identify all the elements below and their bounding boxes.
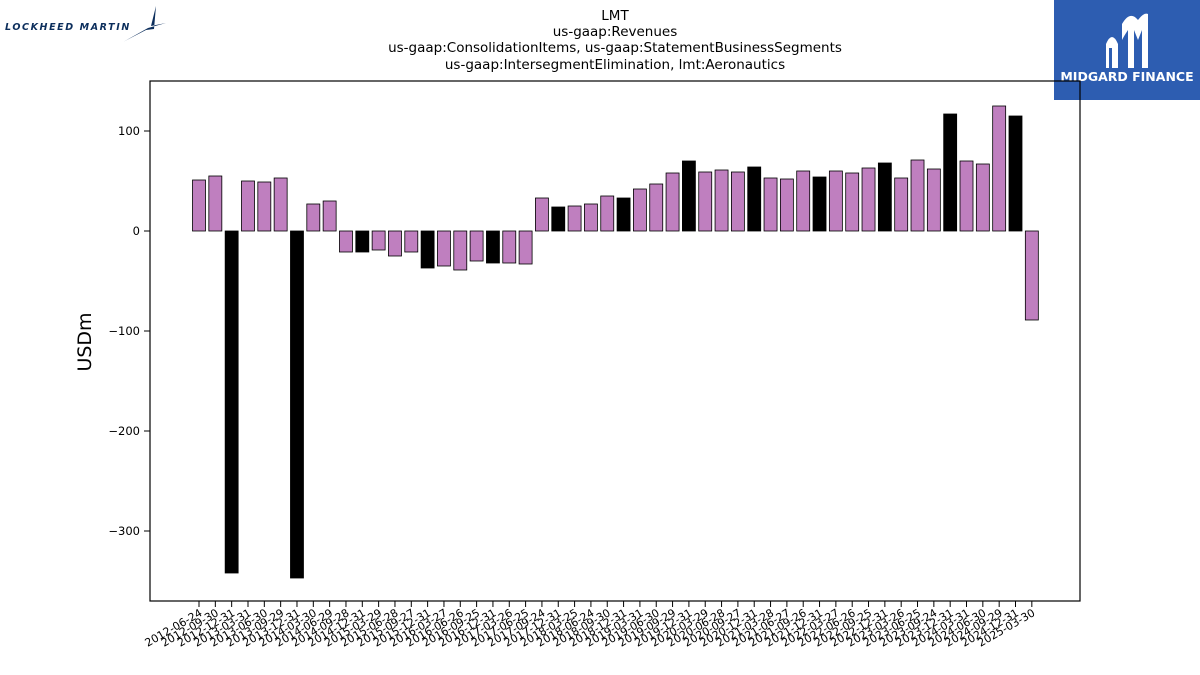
bar-2018-09-30 [600, 195, 615, 232]
bar-2022-12-31 [877, 162, 892, 232]
bar-2019-12-31 [682, 160, 696, 232]
y-tick-label: −200 [108, 424, 140, 438]
bar-2020-12-31 [747, 166, 762, 232]
bar-2022-06-26 [845, 172, 860, 232]
bar-2015-06-28 [388, 230, 402, 257]
bar-2025-03-30 [1024, 230, 1039, 321]
x-axis-ticks: 2012-06-242012-09-302012-12-312013-03-31… [143, 601, 1037, 650]
bar-2012-12-31 [224, 230, 239, 574]
bar-2013-12-31 [290, 230, 304, 579]
bar-2024-12-31 [1008, 115, 1023, 232]
bar-2019-06-30 [649, 183, 664, 232]
chart-title-line-1: LMT [601, 8, 629, 24]
bar-2012-09-30 [208, 175, 223, 232]
bar-2022-09-25 [861, 167, 876, 232]
bar-2017-06-25 [518, 230, 533, 265]
y-axis-ticks: 100 0 −100 −200 −300 [108, 124, 150, 538]
bar-2016-06-26 [453, 230, 468, 271]
bar-2024-03-31 [959, 160, 974, 232]
bar-2014-06-29 [322, 200, 337, 232]
bar-2017-03-26 [502, 230, 517, 264]
bar-2023-06-25 [910, 159, 925, 232]
bar-2021-09-26 [796, 170, 811, 232]
chart-title-line-4: us-gaap:IntersegmentElimination, lmt:Aer… [445, 57, 785, 73]
bar-2017-12-31 [551, 206, 566, 232]
bar-2020-09-27 [730, 171, 745, 232]
bar-2020-06-28 [714, 169, 729, 232]
bar-2019-03-31 [633, 188, 647, 232]
midgard-finance-logo-background [1054, 0, 1200, 100]
bar-2013-06-30 [257, 181, 272, 232]
bar-2021-03-28 [763, 177, 778, 232]
bar-2018-12-31 [616, 197, 631, 232]
bar-2016-09-25 [469, 230, 484, 262]
bar-2012-06-24 [192, 179, 206, 232]
bar-2015-12-31 [420, 230, 435, 269]
chart-title: LMT us-gaap:Revenues us-gaap:Consolidati… [388, 8, 842, 73]
bar-2016-03-27 [437, 230, 451, 267]
bar-2021-06-27 [779, 178, 794, 232]
lockheed-martin-logo-text: LOCKHEED MARTIN [5, 22, 131, 33]
bar-2013-03-31 [241, 180, 255, 232]
y-tick-label: 0 [133, 224, 140, 238]
chart-title-line-3: us-gaap:ConsolidationItems, us-gaap:Stat… [388, 40, 842, 56]
lockheed-martin-logo: LOCKHEED MARTIN [5, 6, 166, 42]
bar-2018-03-25 [567, 205, 582, 232]
bar-2018-06-24 [584, 203, 598, 232]
bars-group [192, 105, 1039, 579]
bar-2020-03-29 [698, 171, 713, 232]
bar-2023-03-26 [894, 177, 909, 232]
bar-2014-12-31 [355, 230, 370, 253]
bar-2014-09-28 [339, 230, 353, 253]
plot-area-frame [149, 80, 1081, 602]
bar-2015-09-27 [404, 230, 419, 253]
bar-2013-09-29 [273, 177, 288, 232]
bar-2016-12-31 [486, 230, 500, 264]
bar-2019-09-29 [665, 172, 680, 232]
y-tick-label: −100 [108, 324, 140, 338]
bar-2015-03-29 [371, 230, 386, 251]
bar-2017-09-24 [535, 197, 549, 232]
bar-2024-06-30 [975, 163, 990, 232]
bar-2021-12-31 [812, 176, 827, 232]
midgard-finance-logo: MIDGARD FINANCE [1054, 0, 1200, 100]
bar-2024-09-29 [992, 105, 1007, 232]
bar-2014-03-30 [306, 203, 321, 232]
bar-2023-09-24 [926, 168, 941, 232]
midgard-emblem-icon [1106, 13, 1148, 69]
y-tick-label: 100 [118, 124, 140, 138]
y-axis-label: USDm [74, 312, 96, 371]
bar-2022-03-27 [828, 170, 843, 232]
bar-2023-12-31 [943, 113, 958, 232]
midgard-finance-logo-text: MIDGARD FINANCE [1060, 69, 1193, 84]
y-tick-label: −300 [108, 524, 140, 538]
chart-title-line-2: us-gaap:Revenues [553, 24, 678, 40]
